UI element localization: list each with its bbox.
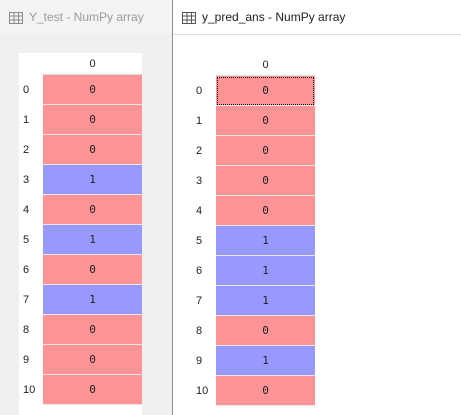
column-header-row: 0 [19,53,142,75]
row-index[interactable]: 8 [19,315,43,345]
array-cell[interactable]: 1 [43,285,142,315]
column-header-row: 0 [192,54,315,76]
array-cell[interactable]: 0 [43,75,142,105]
row-index[interactable]: 6 [192,256,216,286]
array-cell[interactable]: 0 [216,316,315,346]
column-header[interactable]: 0 [43,53,142,75]
array-content: 0 0 0 1 0 2 0 3 0 4 0 5 1 6 1 7 1 8 0 9 1 10 0 [173,34,461,415]
column-header[interactable]: 0 [216,54,315,76]
array-cell[interactable]: 0 [43,105,142,135]
row-index[interactable]: 7 [192,286,216,316]
row-index[interactable]: 3 [19,165,43,195]
array-cell[interactable]: 0 [43,195,142,225]
array-cell[interactable]: 0 [216,106,315,136]
array-cell[interactable]: 0 [216,136,315,166]
row-index[interactable]: 1 [19,105,43,135]
row-index[interactable]: 5 [192,226,216,256]
row-index[interactable]: 9 [192,346,216,376]
array-cell[interactable]: 0 [43,345,142,375]
row-index[interactable]: 2 [192,136,216,166]
row-index[interactable]: 4 [19,195,43,225]
array-cell[interactable]: 0 [43,315,142,345]
row-index[interactable]: 6 [19,255,43,285]
row-index[interactable]: 4 [192,196,216,226]
window-titlebar[interactable]: Y_test - NumPy array [0,0,172,34]
array-cell[interactable]: 1 [216,346,315,376]
table-row: 10 0 [19,375,142,405]
array-content: 0 0 0 1 0 2 0 3 1 4 0 5 1 6 0 7 1 8 0 9 0 10 0 [0,34,172,415]
window-title: Y_test - NumPy array [29,10,144,24]
row-index[interactable]: 0 [19,75,43,105]
array-rows: 0 0 1 0 2 0 3 1 4 0 5 1 6 0 7 1 8 0 9 0 10 0 [19,75,142,405]
table-row: 10 0 [192,376,315,406]
array-cell[interactable]: 0 [216,76,315,106]
array-cell[interactable]: 1 [43,225,142,255]
array-grid: 0 0 0 1 0 2 0 3 1 4 0 5 1 6 0 7 1 8 0 9 0 10 0 [19,53,142,415]
row-index[interactable]: 8 [192,316,216,346]
array-cell[interactable]: 0 [216,196,315,226]
array-cell[interactable]: 0 [43,135,142,165]
row-index[interactable]: 2 [19,135,43,165]
grid-bottom [19,405,142,415]
array-cell[interactable]: 1 [43,165,142,195]
array-cell[interactable]: 0 [43,255,142,285]
array-cell[interactable]: 0 [43,375,142,405]
row-index[interactable]: 1 [192,106,216,136]
table-grid-icon [9,11,23,24]
array-cell[interactable]: 1 [216,256,315,286]
array-cell[interactable]: 1 [216,286,315,316]
row-index[interactable]: 0 [192,76,216,106]
array-grid: 0 0 0 1 0 2 0 3 0 4 0 5 1 6 1 7 1 8 0 9 1 10 0 [192,54,315,415]
array-cell[interactable]: 0 [216,376,315,406]
grid-bottom [192,406,315,415]
corner-cell [192,54,216,76]
array-cell[interactable]: 1 [216,226,315,256]
window-title: y_pred_ans - NumPy array [202,10,346,24]
table-grid-icon [182,11,196,24]
row-index[interactable]: 3 [192,166,216,196]
row-index[interactable]: 9 [19,345,43,375]
array-cell[interactable]: 0 [216,166,315,196]
row-index[interactable]: 7 [19,285,43,315]
window-titlebar[interactable]: y_pred_ans - NumPy array [173,0,461,34]
row-index[interactable]: 10 [19,375,43,405]
array-rows: 0 0 1 0 2 0 3 0 4 0 5 1 6 1 7 1 8 0 9 1 10 0 [192,76,315,406]
row-index[interactable]: 5 [19,225,43,255]
corner-cell [19,53,43,75]
row-index[interactable]: 10 [192,376,216,406]
